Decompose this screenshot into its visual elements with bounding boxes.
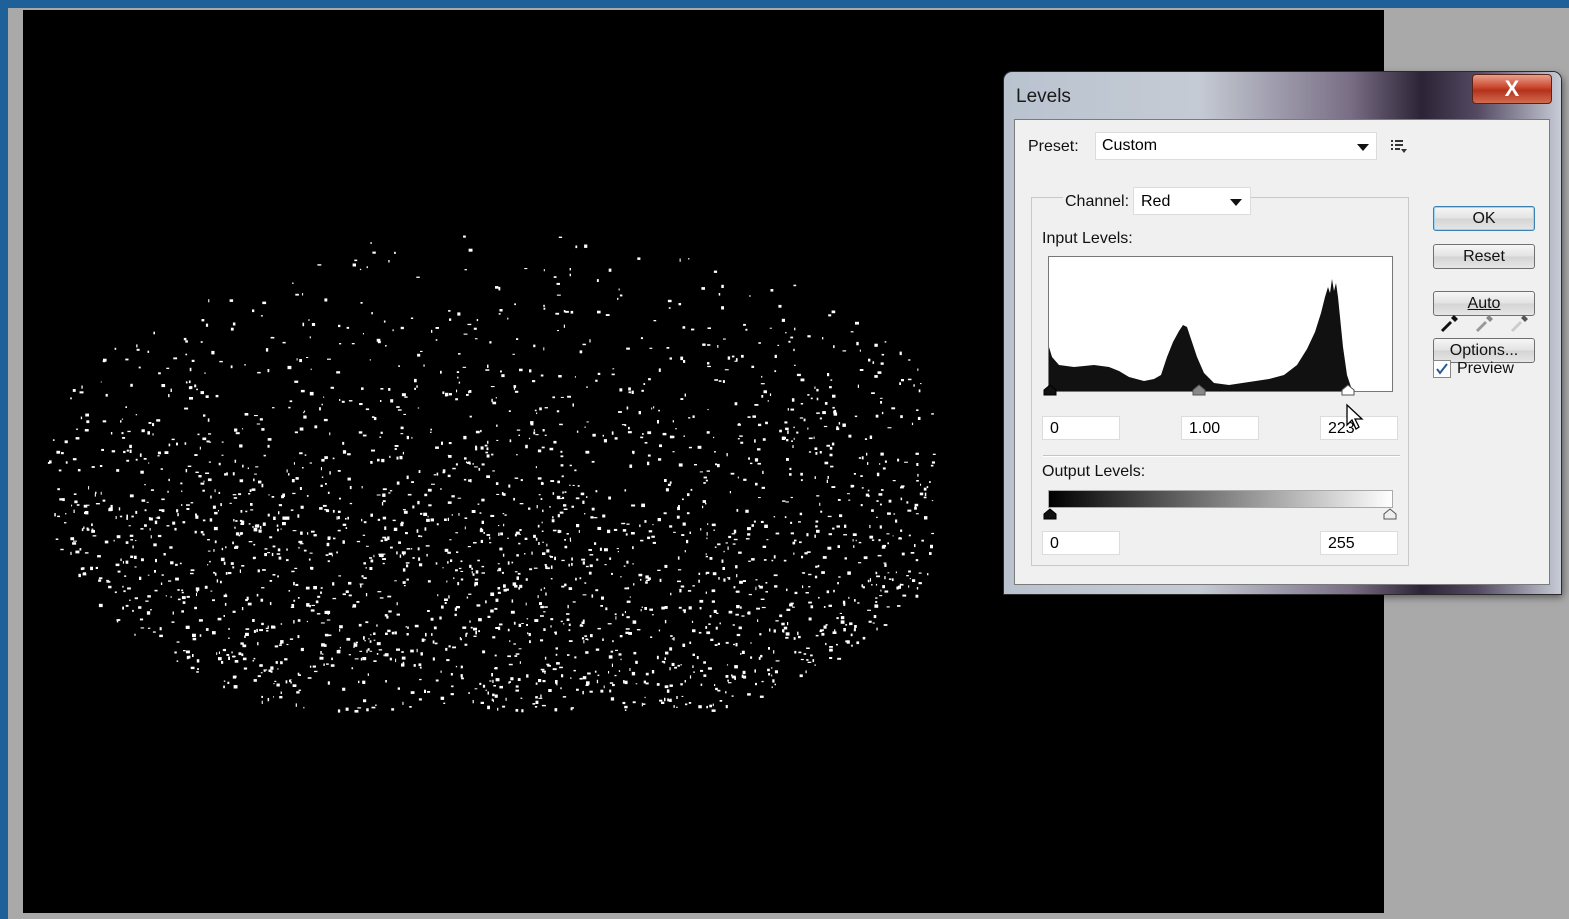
output-levels-label: Output Levels: <box>1042 463 1146 480</box>
reset-button[interactable]: Reset <box>1433 244 1535 269</box>
close-button[interactable]: X <box>1472 74 1552 104</box>
output-white-field[interactable]: 255 <box>1320 531 1398 555</box>
image-content <box>47 235 936 713</box>
input-white-slider[interactable] <box>1341 384 1355 396</box>
input-gamma-slider[interactable] <box>1192 384 1206 396</box>
channel-label: Channel: <box>1063 193 1134 211</box>
section-divider <box>1043 455 1400 457</box>
checkmark-icon <box>1436 363 1448 375</box>
dialog-body: Preset: Custom Channel: Red Input Levels… <box>1014 119 1550 585</box>
output-black-slider[interactable] <box>1043 508 1057 520</box>
output-gradient-bar <box>1048 490 1393 508</box>
preset-select[interactable]: Custom <box>1095 132 1377 160</box>
close-icon: X <box>1504 76 1520 101</box>
dialog-title: Levels <box>1016 86 1071 107</box>
preset-menu-icon[interactable] <box>1390 138 1408 154</box>
options-button[interactable]: Options... <box>1433 338 1535 363</box>
eyedropper-gray-icon[interactable] <box>1474 312 1496 334</box>
ok-button[interactable]: OK <box>1433 206 1535 231</box>
eyedropper-white-icon[interactable] <box>1509 312 1531 334</box>
input-levels-label: Input Levels: <box>1042 230 1133 247</box>
input-gamma-field[interactable]: 1.00 <box>1181 416 1259 440</box>
preset-value: Custom <box>1102 137 1158 154</box>
dropdown-caret-icon <box>1230 199 1242 206</box>
dropdown-caret-icon <box>1357 144 1369 151</box>
cursor-icon <box>1346 403 1364 430</box>
preview-label: Preview <box>1457 360 1514 377</box>
input-black-field[interactable]: 0 <box>1042 416 1120 440</box>
input-black-slider[interactable] <box>1043 384 1057 396</box>
output-white-slider[interactable] <box>1383 508 1397 520</box>
output-black-field[interactable]: 0 <box>1042 531 1120 555</box>
preview-checkbox[interactable] <box>1433 360 1451 378</box>
histogram <box>1048 256 1393 392</box>
output-slider-track[interactable] <box>1043 508 1397 522</box>
histogram-graph <box>1049 279 1392 391</box>
auto-button[interactable]: Auto <box>1433 291 1535 316</box>
preset-label: Preset: <box>1028 138 1079 155</box>
channel-select[interactable]: Red <box>1133 187 1251 215</box>
eyedropper-black-icon[interactable] <box>1439 312 1461 334</box>
channel-value: Red <box>1141 193 1171 210</box>
input-slider-track[interactable] <box>1043 384 1397 398</box>
levels-dialog: Levels X Preset: Custom Channel: Red Inp… <box>1004 72 1561 594</box>
